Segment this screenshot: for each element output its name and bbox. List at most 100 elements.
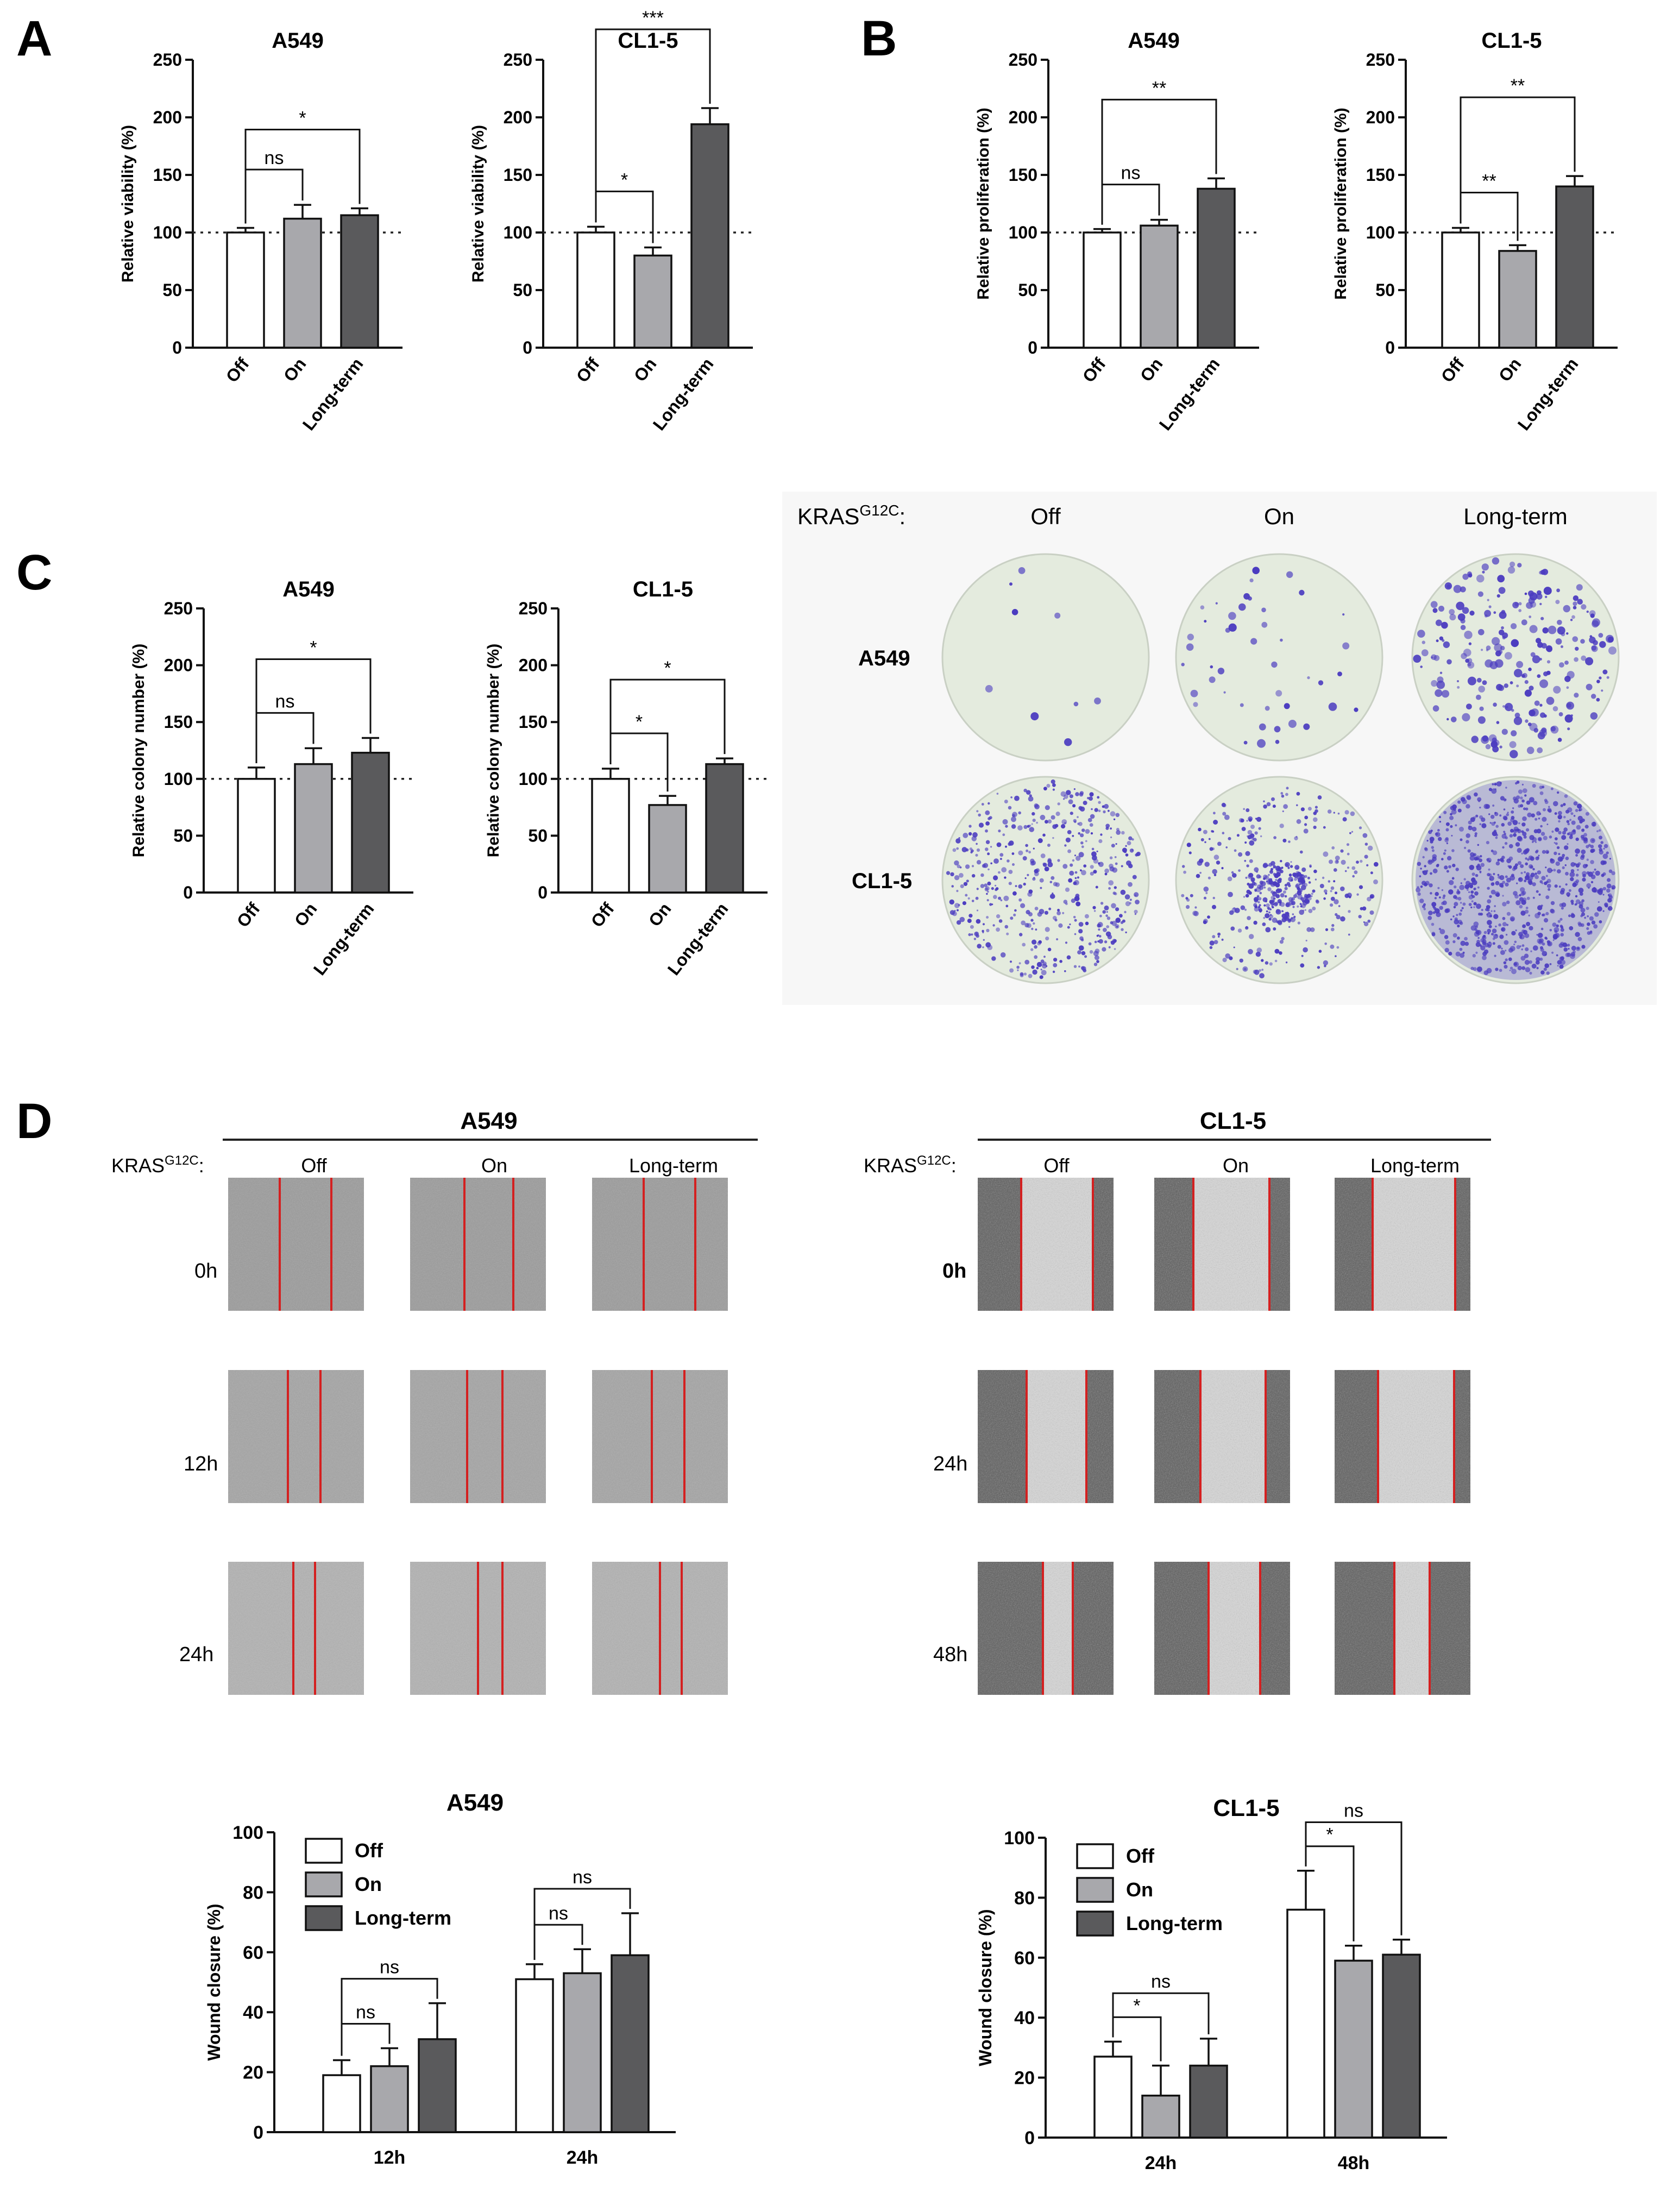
colony-dot — [1068, 799, 1073, 805]
colony-dot — [1369, 895, 1374, 899]
colony-dot — [1482, 735, 1488, 742]
x-tick-label: On — [1136, 354, 1167, 385]
colony-dot — [1228, 837, 1231, 840]
colony-dot — [1243, 896, 1246, 898]
colony-dot — [1590, 712, 1598, 720]
colony-dot — [1573, 881, 1578, 886]
colony-dot — [961, 847, 967, 852]
colony-dot — [1049, 894, 1055, 899]
colony-dot — [1081, 951, 1086, 956]
colony-dot — [999, 853, 1004, 857]
colony-dot — [1018, 850, 1023, 856]
colony-dot — [1073, 916, 1076, 919]
colony-dot — [1495, 836, 1498, 839]
colony-dot — [1257, 901, 1260, 904]
colony-dot — [1581, 655, 1587, 661]
colony-dot — [1248, 596, 1252, 601]
wound-photo-grid — [228, 1178, 1470, 1695]
colony-dot — [1444, 947, 1449, 953]
colony-dot — [1200, 605, 1205, 609]
colony-dot — [954, 875, 960, 881]
colony-dot — [1282, 838, 1287, 843]
colony-dot — [1279, 951, 1282, 955]
y-tick-label: 50 — [528, 826, 548, 845]
colony-dot — [1546, 696, 1555, 705]
colony-dot — [1335, 913, 1338, 916]
colony-dot — [1480, 945, 1486, 951]
colony-dot — [1134, 909, 1138, 914]
colony-dot — [1559, 918, 1563, 921]
colony-dot — [1494, 643, 1502, 652]
colony-dot — [1073, 788, 1076, 790]
colony-dot — [1005, 904, 1009, 908]
photo-grain — [592, 1178, 728, 1311]
colony-dot — [1593, 924, 1598, 929]
photo-grain — [978, 1562, 1114, 1695]
colony-dot — [954, 910, 956, 912]
colony-dot — [1302, 900, 1305, 903]
colony-dot — [1275, 879, 1278, 881]
colony-dot — [1115, 862, 1118, 865]
y-tick-label: 100 — [153, 223, 182, 242]
colony-dot — [1233, 946, 1235, 948]
colony-dot — [1043, 956, 1046, 958]
bar-off-48h — [1286, 1908, 1325, 2139]
colony-dot — [1205, 892, 1208, 894]
colony-dot — [1552, 939, 1555, 941]
colony-dot — [1506, 813, 1510, 816]
colony-dot — [985, 685, 993, 693]
colony-dot — [1537, 590, 1542, 595]
colony-dot — [1532, 868, 1535, 871]
wound-photo-a549-0h-off — [228, 1178, 364, 1311]
colony-dot — [1513, 796, 1517, 801]
colony-dot — [1416, 887, 1421, 893]
bar-off — [237, 778, 276, 894]
colony-dot — [1251, 879, 1254, 883]
colony-dot — [1110, 827, 1112, 830]
colony-dot — [1046, 965, 1048, 967]
colony-dot — [1443, 810, 1447, 814]
colony-dot — [1256, 874, 1261, 879]
legend-label-long-term: Long-term — [1126, 1912, 1223, 1934]
colony-dot — [1104, 872, 1108, 876]
colony-dot — [1034, 871, 1039, 876]
colony-dot — [1254, 969, 1260, 975]
colony-dot — [1432, 705, 1439, 712]
colony-dot — [1254, 897, 1259, 902]
y-tick-label: 150 — [504, 165, 532, 185]
colony-dot — [1505, 787, 1507, 789]
colony-dot — [1280, 638, 1283, 642]
colony-dot — [1336, 915, 1341, 920]
colony-dot — [1098, 862, 1100, 865]
colony-dot — [1590, 874, 1596, 879]
x-tick-label: On — [1495, 354, 1525, 385]
colony-dot — [1448, 951, 1452, 956]
colony-dot — [1540, 825, 1543, 828]
colony-dot — [973, 938, 977, 940]
colony-dot — [1589, 916, 1594, 921]
colony-dot — [1432, 868, 1438, 874]
colony-dot — [1479, 706, 1484, 711]
colony-dot — [998, 830, 1001, 833]
colony-dot — [1603, 861, 1606, 864]
colony-dot — [1445, 940, 1450, 945]
y-tick-label: 150 — [1366, 165, 1395, 185]
colony-dot — [950, 872, 954, 877]
x-tick-label: Off — [573, 354, 603, 386]
colony-dot — [1494, 891, 1500, 897]
colony-dot — [1480, 855, 1482, 858]
colony-plate-cl15-on — [1175, 776, 1383, 984]
colony-dot — [1560, 804, 1563, 807]
colony-dot — [1023, 972, 1027, 976]
colony-dot — [1074, 877, 1077, 879]
colony-dot — [1044, 910, 1048, 915]
colony-dot — [1279, 824, 1284, 828]
colony-dot — [1558, 853, 1561, 856]
colony-dot — [1203, 830, 1207, 834]
colony-dot — [1190, 689, 1198, 697]
colony-dot — [1280, 792, 1284, 795]
colony-dot — [1462, 574, 1469, 580]
colony-dot — [1557, 619, 1562, 625]
colony-dot — [1240, 703, 1244, 707]
